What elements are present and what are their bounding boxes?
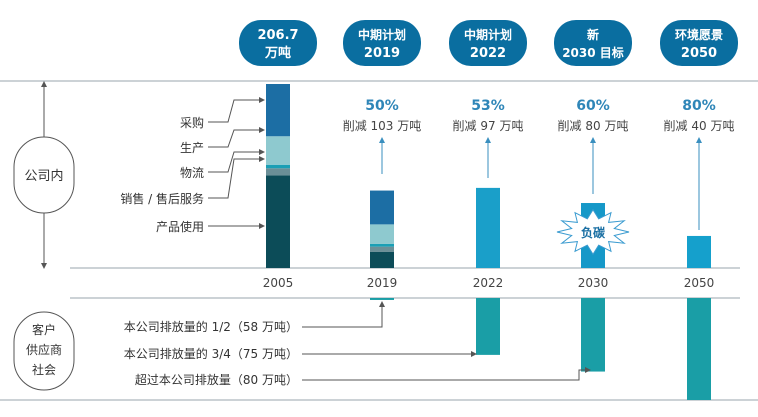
negative-carbon-badge: 负碳 — [556, 208, 630, 256]
external-label-half: 本公司排放量的 1/2（58 万吨） — [124, 319, 298, 334]
bar-2022-external — [476, 298, 500, 355]
bar-2019-procurement — [370, 190, 394, 225]
header-2030-line2: 2030 目标 — [562, 45, 624, 60]
header-row: 206.7 万吨 中期计划 2019 中期计划 2022 新 2030 目标 环… — [239, 20, 738, 66]
category-label-2019: 2019 — [367, 276, 398, 290]
header-2005-line2: 万吨 — [264, 45, 291, 61]
reduction-percent-2022: 53% — [471, 98, 505, 114]
header-2005: 206.7 万吨 — [239, 20, 317, 66]
bar-2019-production — [370, 224, 394, 244]
stack-arrow-production — [208, 127, 265, 148]
reduction-text-2050: 削减 40 万吨 — [664, 119, 735, 133]
header-2050: 环境愿景 2050 — [660, 20, 738, 66]
category-label-2050: 2050 — [684, 276, 715, 290]
external-arrow-exceed — [302, 367, 591, 381]
header-2019-line1: 中期计划 — [358, 27, 406, 42]
bar-2030-external — [581, 298, 605, 372]
bar-2005-procurement — [266, 84, 290, 137]
external-labels: 本公司排放量的 1/2（58 万吨） 本公司排放量的 3/4（75 万吨） 超过… — [124, 301, 591, 387]
bar-2005-sales — [266, 168, 290, 176]
reduction-text-2022: 削减 97 万吨 — [453, 119, 524, 133]
category-label-2005: 2005 — [263, 276, 294, 290]
bar-2019-external — [370, 298, 394, 300]
external-group-label-3: 社会 — [32, 362, 56, 377]
reduction-percent-2019: 50% — [365, 98, 399, 114]
bar-2005-production — [266, 136, 290, 165]
stack-arrow-sales — [208, 156, 265, 199]
stack-label-logistics: 物流 — [180, 166, 204, 180]
bar-2005-logistics — [266, 164, 290, 169]
stack-label-procurement: 采购 — [180, 115, 204, 130]
bar-2019-logistics — [370, 243, 394, 247]
header-2030: 新 2030 目标 — [554, 20, 632, 66]
stack-label-product-use: 产品使用 — [156, 219, 204, 234]
category-label-2030: 2030 — [578, 276, 609, 290]
reduction-labels: 50% 削减 103 万吨 53% 削减 97 万吨 60% 削减 80 万吨 … — [343, 98, 735, 230]
bar-2050-external — [687, 298, 711, 400]
external-group-label-2: 供应商 — [26, 342, 62, 357]
stack-label-sales: 销售 / 售后服务 — [120, 191, 204, 206]
header-2022: 中期计划 2022 — [449, 20, 527, 66]
header-2022-line1: 中期计划 — [464, 27, 512, 42]
stack-arrow-logistics — [208, 149, 265, 173]
bar-2022-target — [476, 187, 500, 268]
negative-carbon-star-icon — [556, 208, 630, 256]
header-2019: 中期计划 2019 — [343, 20, 421, 66]
header-2022-line2: 2022 — [470, 46, 506, 61]
stack-arrow-procurement — [208, 97, 265, 123]
category-label-2022: 2022 — [473, 276, 504, 290]
header-2030-line1: 新 — [587, 27, 599, 42]
external-group-label-1: 客户 — [32, 322, 56, 337]
stack-labels: 采购 生产 物流 销售 / 售后服务 产品使用 — [120, 97, 265, 234]
header-2050-line2: 2050 — [681, 46, 717, 61]
negative-carbon-badge-label: 负碳 — [581, 225, 606, 240]
bar-2050-target — [687, 235, 711, 268]
reduction-percent-2030: 60% — [576, 98, 610, 114]
category-labels: 2005 2019 2022 2030 2050 — [263, 276, 715, 290]
internal-group-oval — [13, 136, 75, 214]
bar-2005-product-use — [266, 175, 290, 268]
reduction-percent-2050: 80% — [682, 98, 716, 114]
internal-group-label: 公司内 — [24, 168, 63, 184]
header-2050-line1: 环境愿景 — [675, 27, 723, 42]
external-label-exceed: 超过本公司排放量（80 万吨） — [135, 372, 298, 387]
header-2019-line2: 2019 — [364, 46, 400, 61]
header-2005-line1: 206.7 — [257, 28, 298, 43]
bar-2019-sales — [370, 246, 394, 252]
external-label-three-quarters: 本公司排放量的 3/4（75 万吨） — [124, 346, 298, 361]
external-arrow-half — [302, 301, 385, 328]
external-group-oval — [13, 311, 75, 391]
reduction-text-2019: 削减 103 万吨 — [343, 119, 422, 133]
bar-2019-product-use — [370, 251, 394, 268]
reduction-text-2030: 削减 80 万吨 — [558, 119, 629, 133]
stack-label-production: 生产 — [180, 141, 204, 155]
